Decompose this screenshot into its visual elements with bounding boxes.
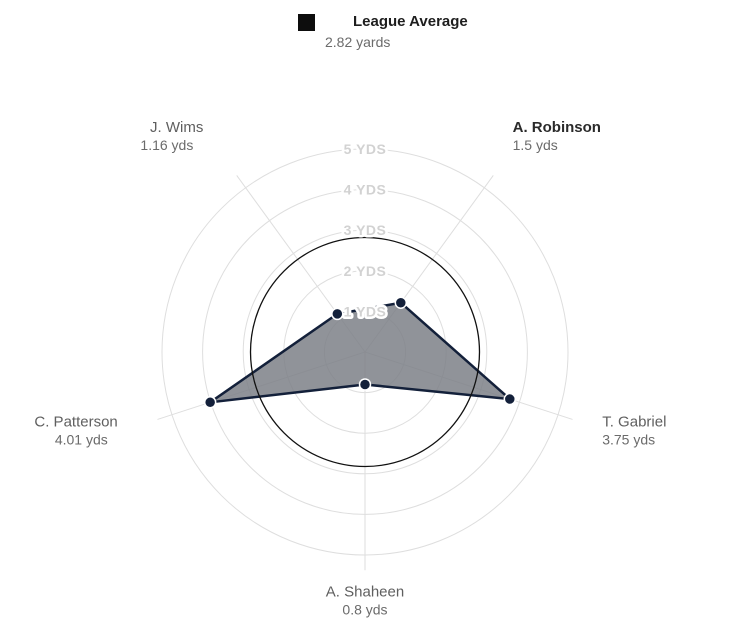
axis-label-c-patterson: C. Patterson <box>34 413 117 430</box>
data-point-a-robinson[interactable] <box>394 296 408 309</box>
league-average-ring <box>249 236 481 468</box>
legend-average-value: 2.82 yards <box>325 34 391 50</box>
ring-label-halo: 2 YDS <box>344 263 387 279</box>
ring-label-halo: 5 YDS <box>344 141 387 157</box>
series-area <box>208 301 512 404</box>
ring-label-halo: 4 YDS <box>344 182 387 198</box>
legend-swatch <box>298 14 315 31</box>
ring-label: 4 YDS <box>344 182 387 198</box>
ring-label-halo: 3 YDS <box>344 222 387 238</box>
ring-label: 3 YDS <box>344 222 387 238</box>
axis-value-a-robinson: 1.5 yds <box>513 137 558 153</box>
axis-label-j-wims: J. Wims <box>150 119 203 136</box>
axis-value-c-patterson: 4.01 yds <box>55 431 108 447</box>
data-point-a-shaheen[interactable] <box>358 378 372 391</box>
axis-label-a-robinson: A. Robinson <box>513 119 601 136</box>
ring-label: 1 YDS <box>344 303 387 319</box>
axis-value-j-wims: 1.16 yds <box>140 137 193 153</box>
data-point-c-patterson[interactable] <box>203 396 217 409</box>
axis-value-t-gabriel: 3.75 yds <box>602 431 655 447</box>
data-point-t-gabriel[interactable] <box>503 392 517 406</box>
ring-label: 5 YDS <box>344 141 387 157</box>
axis-label-t-gabriel: T. Gabriel <box>602 413 666 430</box>
radar-series <box>203 236 517 468</box>
ring-label: 2 YDS <box>344 263 387 279</box>
ring-label-halo: 1 YDS <box>344 303 387 319</box>
legend-series-name: League Average <box>353 13 468 30</box>
axis-label-a-shaheen: A. Shaheen <box>326 583 404 600</box>
axis-value-a-shaheen: 0.8 yds <box>342 601 387 617</box>
data-point-j-wims[interactable] <box>331 307 344 321</box>
